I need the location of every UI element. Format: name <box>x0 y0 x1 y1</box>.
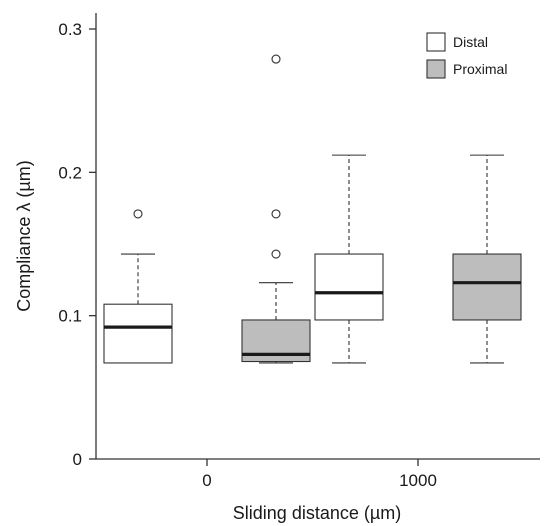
legend: Distal Proximal <box>426 32 507 79</box>
x-ticks: 0 1000 <box>202 459 437 490</box>
iqr-box <box>103 303 173 364</box>
outlier-point <box>271 54 281 64</box>
iqr-box <box>314 253 384 321</box>
axes: 0 0.1 0.2 0.3 0 1000 <box>58 13 540 490</box>
y-tick-label: 0 <box>73 450 82 469</box>
x-tick-label: 1000 <box>399 471 437 490</box>
x-axis-label: Sliding distance (µm) <box>233 503 401 523</box>
box-distal-0 <box>103 209 173 364</box>
y-tick-label: 0.3 <box>58 20 82 39</box>
box-distal-1000 <box>314 154 384 364</box>
legend-label-proximal: Proximal <box>453 61 507 77</box>
box-proximal-0 <box>241 54 311 364</box>
y-axis-label: Compliance λ (µm) <box>14 160 34 311</box>
outlier-point <box>133 209 143 219</box>
y-tick-label: 0.1 <box>58 307 82 326</box>
legend-swatch-proximal <box>426 59 446 79</box>
boxes <box>103 54 522 364</box>
legend-label-distal: Distal <box>453 34 488 50</box>
y-ticks: 0 0.1 0.2 0.3 <box>58 20 96 469</box>
x-tick-label: 0 <box>202 471 211 490</box>
outlier-point <box>271 249 281 259</box>
legend-swatch-distal <box>426 32 446 52</box>
iqr-box <box>452 253 522 321</box>
outlier-point <box>271 209 281 219</box>
box-proximal-1000 <box>452 154 522 364</box>
y-tick-label: 0.2 <box>58 163 82 182</box>
